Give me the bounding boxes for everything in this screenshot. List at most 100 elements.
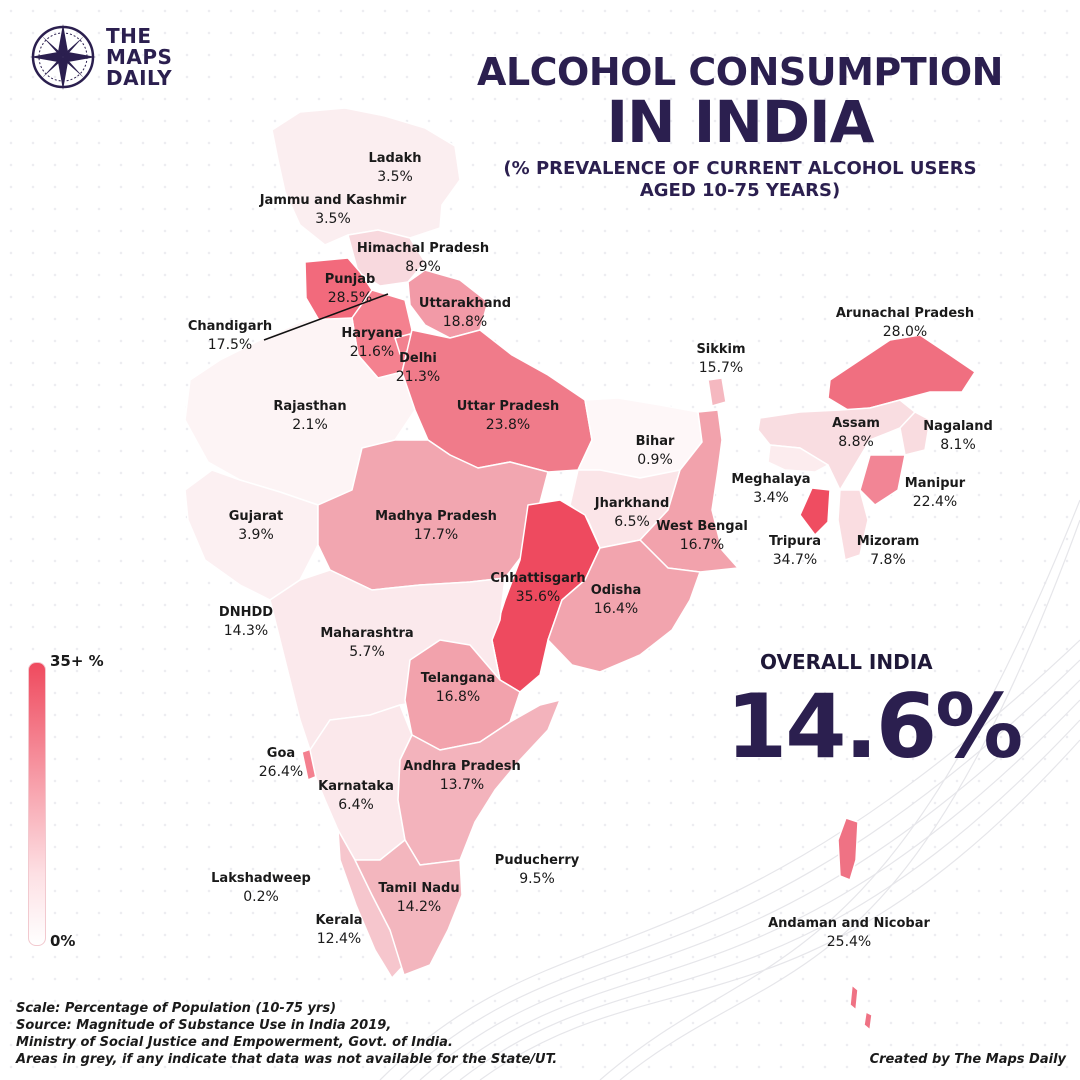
region-label: Lakshadweep 0.2%	[211, 870, 311, 906]
region-label: DNHDD 14.3%	[219, 604, 273, 640]
region-value: 3.5%	[377, 169, 413, 185]
region-label: Meghalaya 3.4%	[731, 471, 810, 507]
region-label: Chandigarh 17.5%	[188, 318, 272, 354]
region-name: Mizoram	[856, 534, 920, 549]
note-source: Source: Magnitude of Substance Use in In…	[16, 1018, 392, 1033]
overall-label: OVERALL INDIA	[760, 650, 933, 674]
region-gujarat	[184, 469, 319, 601]
region-value: 23.8%	[485, 417, 531, 433]
region-label: Jharkhand 6.5%	[595, 495, 670, 531]
region-name: Jharkhand	[594, 496, 670, 511]
region-label: Manipur 22.4%	[905, 475, 965, 511]
region-name: Meghalaya	[731, 472, 811, 487]
logo-line3: DAILY	[106, 65, 173, 90]
region-value: 3.9%	[238, 527, 274, 543]
region-name: Karnataka	[318, 779, 394, 794]
region-label: Jammu and Kashmir 3.5%	[260, 192, 407, 228]
region-label: Ladakh 3.5%	[368, 150, 421, 186]
region-value: 16.8%	[435, 689, 481, 705]
region-label: Maharashtra 5.7%	[320, 625, 413, 661]
note-scale: Scale: Percentage of Population (10-75 y…	[16, 1001, 337, 1016]
region-name: Chhattisgarh	[490, 571, 586, 586]
region-name: Punjab	[324, 272, 376, 287]
subtitle: (% PREVALENCE OF CURRENT ALCOHOL USERS A…	[440, 158, 1040, 202]
region-name: Gujarat	[228, 509, 284, 524]
compass-icon	[30, 24, 96, 90]
region-label: Andaman and Nicobar 25.4%	[768, 915, 930, 951]
region-name: West Bengal	[656, 519, 748, 534]
region-label: Delhi 21.3%	[396, 350, 440, 386]
region-value: 6.4%	[338, 797, 374, 813]
region-value: 8.1%	[940, 437, 976, 453]
footnotes: Scale: Percentage of Population (10-75 y…	[16, 1000, 557, 1068]
region-value: 15.7%	[698, 360, 744, 376]
region-label: West Bengal 16.7%	[656, 518, 748, 554]
region-lakshadweep	[289, 859, 293, 865]
region-tamil-nadu	[354, 839, 463, 976]
note-grey-areas: Areas in grey, if any indicate that data…	[16, 1052, 558, 1067]
region-uttar-pradesh	[401, 329, 593, 473]
region-label: Haryana 21.6%	[341, 325, 402, 361]
brand-logo: THE MAPS DAILY	[28, 22, 172, 92]
region-name: Goa	[266, 746, 296, 761]
region-value: 5.7%	[349, 644, 385, 660]
region-andaman	[837, 817, 873, 1031]
region-name: Andhra Pradesh	[403, 759, 521, 774]
region-name: Haryana	[341, 326, 403, 341]
region-label: Goa 26.4%	[259, 745, 303, 781]
credit-text: Created by The Maps Daily	[869, 1052, 1066, 1067]
title-line2: IN INDIA	[606, 88, 874, 156]
region-tripura	[799, 487, 831, 536]
region-label: Mizoram 7.8%	[857, 533, 920, 569]
subtitle-line1: (% PREVALENCE OF CURRENT ALCOHOL USERS	[503, 158, 977, 179]
region-value: 7.8%	[870, 552, 906, 568]
region-label: Odisha 16.4%	[591, 582, 642, 618]
legend-gradient-bar	[28, 662, 46, 946]
region-label: Uttar Pradesh 23.8%	[457, 398, 560, 434]
region-value: 18.8%	[442, 314, 488, 330]
region-value: 25.4%	[826, 934, 872, 950]
region-value: 34.7%	[772, 552, 818, 568]
region-label: Punjab 28.5%	[325, 271, 376, 307]
region-name: Arunachal Pradesh	[835, 306, 975, 321]
region-name: Odisha	[590, 583, 642, 598]
region-sikkim	[707, 377, 727, 407]
region-label: Gujarat 3.9%	[229, 508, 284, 544]
chandigarh-leader-line	[263, 293, 389, 341]
region-name: Rajasthan	[273, 399, 347, 414]
region-value: 17.5%	[207, 337, 253, 353]
region-name: Maharashtra	[320, 626, 414, 641]
region-label: Rajasthan 2.1%	[273, 398, 346, 434]
region-label: Arunachal Pradesh 28.0%	[836, 305, 974, 341]
region-value: 21.3%	[395, 369, 441, 385]
region-value: 28.5%	[327, 290, 373, 306]
region-name: Andaman and Nicobar	[768, 916, 930, 931]
region-value: 6.5%	[614, 514, 650, 530]
region-value: 8.9%	[405, 259, 441, 275]
region-value: 14.3%	[223, 623, 269, 639]
region-andhra	[397, 699, 561, 866]
region-label: Sikkim 15.7%	[696, 341, 745, 377]
region-value: 14.2%	[396, 899, 442, 915]
region-name: Jammu and Kashmir	[259, 193, 407, 208]
region-name: Sikkim	[696, 342, 746, 357]
region-name: Telangana	[420, 671, 496, 686]
region-nagaland	[899, 411, 931, 456]
region-name: Puducherry	[494, 853, 580, 868]
region-name: Nagaland	[923, 419, 993, 434]
region-name: Ladakh	[368, 151, 422, 166]
region-arunachal	[827, 334, 976, 411]
region-jammu-kashmir-ladakh	[271, 107, 461, 246]
subtitle-line2: AGED 10-75 YEARS)	[639, 180, 841, 201]
region-name: Chandigarh	[187, 319, 273, 334]
region-chhattisgarh	[491, 499, 601, 693]
region-label: Bihar 0.9%	[636, 433, 675, 469]
region-name: Uttarakhand	[418, 296, 512, 311]
overall-value: 14.6%	[726, 675, 1023, 778]
region-name: DNHDD	[218, 605, 274, 620]
note-ministry: Ministry of Social Justice and Empowerme…	[16, 1035, 453, 1050]
region-name: Uttar Pradesh	[456, 399, 560, 414]
region-odisha	[547, 539, 701, 673]
